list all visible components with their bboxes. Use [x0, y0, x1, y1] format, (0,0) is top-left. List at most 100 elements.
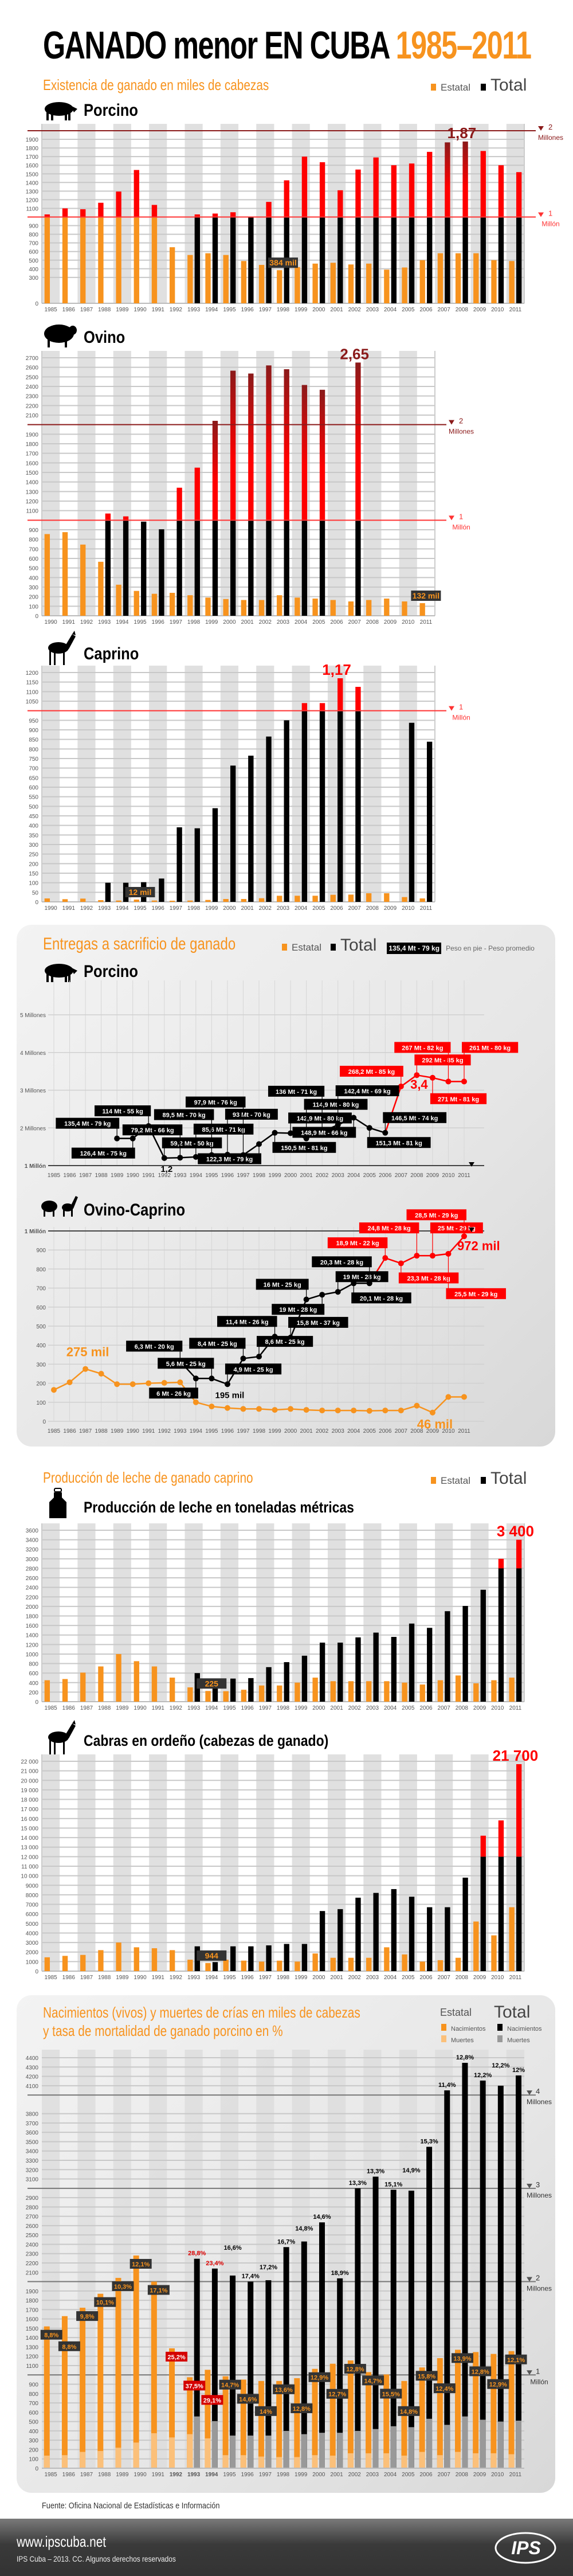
x-year-label: 1992	[170, 1705, 183, 1711]
x-year-label: 2004	[347, 1172, 360, 1179]
x-year-label: 1997	[259, 1705, 272, 1711]
y-tick-label: 1400	[26, 1633, 39, 1639]
bar-total-above-threshold	[498, 165, 504, 217]
y-tick-label: 1300	[26, 189, 39, 195]
x-year-label: 2004	[384, 1705, 397, 1711]
bar-estatal	[44, 1680, 50, 1702]
peak-value-label: 2,65	[340, 345, 369, 362]
x-year-label: 2005	[402, 2472, 415, 2478]
point-label-box	[189, 1338, 246, 1349]
bar-total	[266, 736, 272, 902]
y-tick-label: 1600	[26, 1623, 39, 1629]
y-tick-label: 19 000	[21, 1788, 38, 1794]
bar-estatal	[384, 1947, 390, 1971]
mortality-estatal-box	[273, 2384, 295, 2394]
point-label: 271 Mt - 81 kg	[438, 1096, 479, 1103]
bar-estatal	[241, 261, 247, 303]
x-year-label: 2000	[312, 1975, 325, 1981]
x-year-label: 2003	[366, 307, 379, 313]
point-label-box	[185, 1096, 246, 1108]
y-tick-label: 2600	[26, 1576, 39, 1582]
point-label: 136 Mt - 71 kg	[276, 1089, 317, 1096]
y-tick-label: 0	[35, 301, 38, 307]
point-label: 93 Mt - 70 kg	[233, 1112, 270, 1119]
y-tick-label: 400	[36, 1343, 46, 1349]
x-year-label: 2003	[332, 1428, 345, 1434]
line-segment-estatal	[416, 1405, 433, 1413]
reference-line-unit: Millón	[541, 220, 559, 228]
y-tick-label: 6000	[26, 1912, 39, 1918]
x-year-label: 2007	[348, 905, 362, 912]
line-segment-estatal	[432, 1396, 449, 1413]
point-label: 114 Mt - 55 kg	[102, 1108, 143, 1115]
bar-estatal	[44, 898, 50, 902]
bar-estatal	[116, 217, 121, 303]
legend-label-sample: 135,4 Mt - 79 kg	[387, 943, 442, 954]
annotation-label: 384 mil	[269, 258, 296, 267]
reference-line-value: 2	[459, 417, 463, 425]
data-point-estatal	[335, 1408, 341, 1414]
bar-estatal	[151, 1948, 158, 1971]
bar-total	[194, 520, 200, 616]
entregas-porcino-chart: 1 Millón 2 Millones 3 Millones 4 Millones 5 …	[20, 980, 519, 1179]
point-label: 6 Mt - 26 kg	[156, 1390, 191, 1397]
porcino-title: Porcino	[84, 101, 138, 120]
y-tick-label: 2 Millones	[20, 1125, 46, 1132]
bar-estatal	[80, 1672, 86, 1702]
bar-total	[284, 1944, 289, 1971]
y-tick-label: 1800	[26, 2298, 39, 2304]
bar-total	[319, 710, 325, 902]
y-tick-label: 1900	[26, 432, 39, 438]
point-label-box	[198, 1153, 261, 1164]
bar-estatal	[98, 561, 104, 616]
mortality-estatal-label: 25,2%	[167, 2354, 185, 2361]
x-year-label: 2006	[379, 1428, 392, 1434]
y-tick-label: 2800	[26, 2204, 39, 2211]
annotation-label: 972 mil	[457, 1238, 500, 1253]
bar-total	[159, 529, 164, 616]
triangle-marker-icon	[527, 2277, 532, 2282]
column-stripe	[42, 1523, 60, 1702]
x-year-label: 1987	[80, 1705, 93, 1711]
x-year-label: 1987	[80, 307, 93, 313]
bar-total	[391, 1637, 397, 1702]
bar-total	[176, 827, 182, 902]
x-year-label: 1995	[134, 905, 147, 912]
x-year-label: 1996	[221, 1428, 234, 1434]
bar-estatal	[330, 263, 336, 303]
x-year-label: 1986	[63, 1172, 76, 1179]
existencia-title: Existencia de ganado en miles de cabezas	[43, 76, 269, 93]
bar-estatal-muertes	[115, 2448, 121, 2468]
data-point-estatal	[146, 1380, 152, 1386]
ovino-existencia-chart: 0 100 200 300 400 500 600 700 800 900 1100 1200 1300…	[26, 345, 474, 626]
bar-estatal	[419, 260, 425, 303]
mortality-estatal-box	[308, 2372, 331, 2382]
bar-estatal	[295, 1682, 300, 1702]
total-swatch	[480, 84, 486, 91]
y-tick-label: 1200	[26, 197, 39, 204]
cabras-chart-title: Cabras en ordeño (cabezas de ganado)	[84, 1732, 329, 1749]
bar-estatal-above-threshold	[134, 170, 139, 217]
bar-estatal	[348, 601, 354, 616]
y-tick-label: 0	[42, 1419, 46, 1425]
y-tick-label: 1500	[26, 470, 39, 476]
bar-total	[480, 217, 486, 303]
reference-line-unit: Millón	[452, 523, 470, 531]
point-label: 135,4 Mt - 79 kg	[64, 1121, 111, 1128]
x-year-label: 2010	[491, 1975, 504, 1981]
y-tick-label: 300	[29, 275, 38, 282]
y-tick-label: 2500	[26, 2233, 39, 2239]
y-tick-label: 100	[29, 604, 38, 610]
x-year-label: 1998	[187, 619, 201, 626]
bar-estatal	[366, 893, 372, 902]
column-stripe	[220, 1523, 239, 1702]
column-stripe	[256, 1754, 274, 1971]
mortality-estatal-label: 37,5%	[186, 2383, 203, 2390]
footer-url-link[interactable]: www.ipscuba.net	[17, 2533, 107, 2550]
line-segment-total	[401, 1074, 418, 1087]
y-tick-label: 1400	[26, 480, 39, 486]
point-label-box	[446, 1288, 506, 1299]
bar-total-nacimientos	[337, 2278, 343, 2468]
bar-total-nacimientos	[319, 2222, 325, 2468]
bar-total	[337, 710, 343, 902]
